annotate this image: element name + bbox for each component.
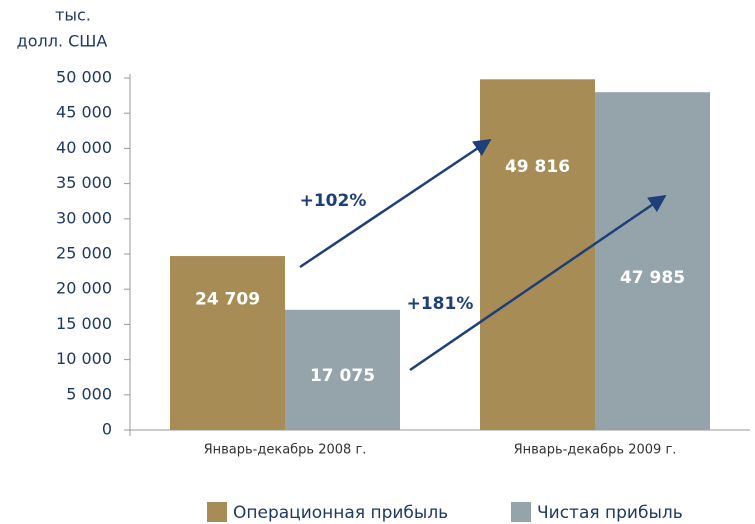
x-tick-label: Январь-декабрь 2008 г.	[204, 443, 367, 458]
arrow	[409, 194, 667, 372]
y-label: долл. США	[17, 32, 108, 51]
y-tick-label: 20 000	[56, 279, 112, 298]
bar	[480, 79, 595, 431]
arrow	[299, 138, 492, 269]
y-tick-label: 45 000	[56, 103, 112, 122]
value-label: 49 816	[505, 157, 570, 177]
y-tick-label: 5 000	[66, 384, 112, 403]
y-tick-label: 35 000	[56, 173, 112, 192]
value-label: 47 985	[620, 268, 685, 288]
annotation: +102%	[300, 191, 367, 211]
value-label: 24 709	[195, 290, 260, 310]
y-tick-label: 15 000	[56, 314, 112, 333]
legend-label: Операционная прибыль	[233, 503, 448, 523]
y-tick-label: 30 000	[56, 208, 112, 227]
y-tick-label: 25 000	[56, 244, 112, 263]
bar	[595, 92, 710, 430]
y-tick-label: 10 000	[56, 349, 112, 368]
legend-swatch	[511, 502, 531, 522]
x-tick-label: Январь-декабрь 2009 г.	[514, 443, 677, 458]
bar	[170, 256, 285, 430]
legend-swatch	[207, 502, 227, 522]
annotation: +181%	[407, 294, 474, 314]
value-label: 17 075	[310, 366, 375, 386]
y-tick-label: 50 000	[56, 68, 112, 87]
y-tick-label: 40 000	[56, 138, 112, 157]
y-tick-label: 0	[102, 420, 112, 439]
legend-label: Чистая прибыль	[537, 503, 683, 523]
bar	[285, 309, 400, 430]
y-label: тыс.	[55, 6, 91, 25]
